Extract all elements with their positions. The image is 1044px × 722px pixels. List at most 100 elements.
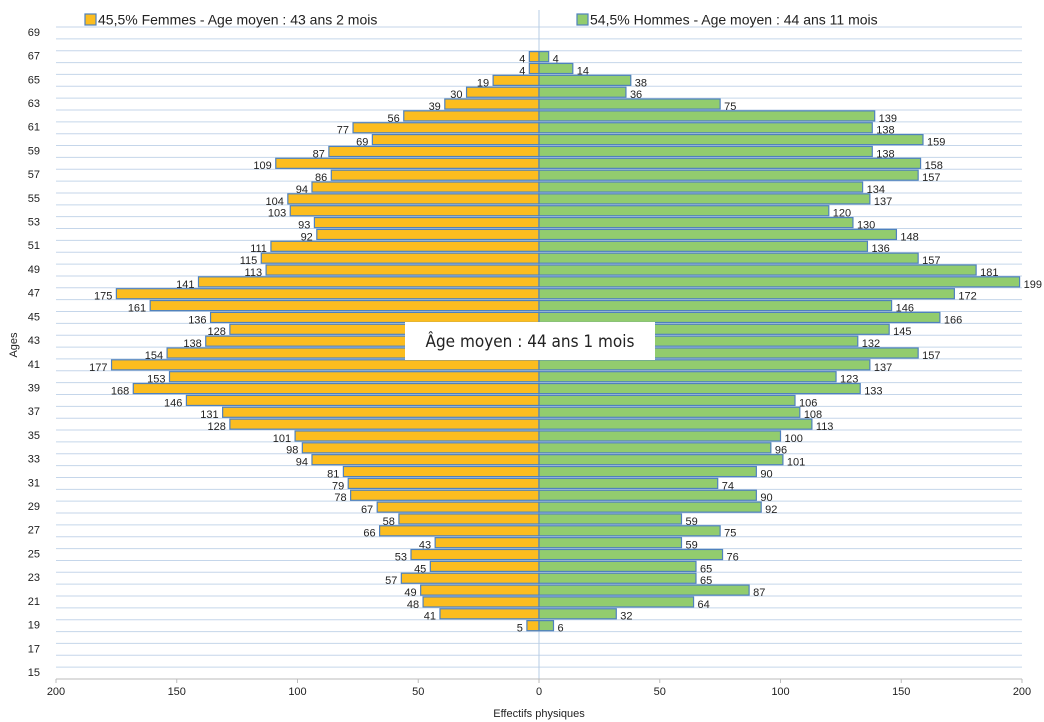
data-label: 133 [864,385,882,397]
bar [538,86,627,98]
bar [209,311,540,324]
data-label: 120 [833,208,851,220]
data-label: 137 [874,362,892,374]
bar [538,264,977,276]
data-label: 157 [922,172,940,184]
bar [528,50,540,63]
y-tick-label: 23 [28,572,40,584]
bar [347,477,540,490]
data-label: 38 [635,77,647,89]
data-label: 77 [337,125,349,137]
y-tick-label: 61 [28,122,40,134]
data-label: 104 [265,196,283,208]
bar [538,548,724,561]
bar [538,406,801,418]
bar [429,560,540,573]
legend-label: 54,5% Hommes - Age moyen : 44 ans 11 moi… [590,12,878,28]
data-label: 94 [296,184,308,196]
y-tick-label: 29 [28,501,40,513]
data-label: 43 [419,540,431,552]
y-tick-label: 63 [28,98,40,110]
bar [538,454,784,466]
y-tick-label: 69 [28,27,40,39]
data-label: 154 [145,350,163,362]
bar [538,572,697,584]
bar [185,394,540,407]
bar [398,513,540,525]
data-label: 98 [286,445,298,457]
data-label: 146 [896,302,914,314]
data-label: 4 [519,54,525,66]
bar [538,608,617,620]
x-tick-label: 50 [412,686,424,698]
bar [538,382,861,395]
x-tick-label: 100 [771,686,789,698]
data-label: 90 [760,468,772,480]
data-label: 78 [334,492,346,504]
y-tick-label: 53 [28,217,40,229]
data-label: 93 [298,220,310,232]
bar [287,193,540,205]
x-tick-label: 50 [654,686,666,698]
bar [149,299,540,312]
y-tick-label: 37 [28,406,40,418]
bar [538,216,854,229]
data-label: 123 [840,374,858,386]
data-label: 108 [804,409,822,421]
data-label: 146 [164,397,182,409]
y-tick-label: 51 [28,240,40,252]
data-label: 134 [867,184,885,196]
data-label: 45 [414,563,426,575]
bar [439,608,540,620]
data-label: 148 [900,231,918,243]
bar [538,371,837,383]
bar [342,465,540,478]
data-label: 64 [698,599,710,611]
y-tick-label: 45 [28,311,40,323]
bar [313,216,540,229]
data-label: 115 [240,255,258,267]
data-label: 177 [89,362,107,374]
data-label: 87 [313,148,325,160]
bar [376,501,540,513]
y-tick-label: 49 [28,264,40,276]
data-label: 168 [111,385,129,397]
data-label: 158 [925,160,943,172]
bar [538,560,697,573]
data-label: 166 [944,314,962,326]
data-label: 130 [857,220,875,232]
data-label: 49 [404,587,416,599]
bar [168,371,540,383]
bar [311,181,540,193]
data-label: 136 [188,314,206,326]
data-label: 103 [268,208,286,220]
x-tick-label: 150 [892,686,910,698]
y-tick-label: 59 [28,145,40,157]
data-label: 53 [395,551,407,563]
bar [301,442,540,454]
x-tick-label: 150 [168,686,186,698]
bar [420,584,540,596]
bar [538,394,796,407]
data-label: 101 [787,457,805,469]
data-label: 56 [388,113,400,125]
y-tick-label: 47 [28,288,40,300]
y-tick-label: 31 [28,477,40,489]
bar [538,501,762,513]
bar [526,620,540,632]
data-label: 161 [128,302,146,314]
data-label: 75 [724,101,736,113]
data-label: 81 [327,468,339,480]
bar [492,74,540,86]
bar [289,205,540,217]
bar [538,169,919,181]
bar [330,169,540,181]
data-label: 14 [577,65,589,77]
data-label: 58 [383,516,395,528]
data-label: 76 [727,551,739,563]
data-label: 92 [301,231,313,243]
data-label: 59 [685,540,697,552]
data-label: 137 [874,196,892,208]
bar [311,454,540,466]
data-label: 138 [876,125,894,137]
